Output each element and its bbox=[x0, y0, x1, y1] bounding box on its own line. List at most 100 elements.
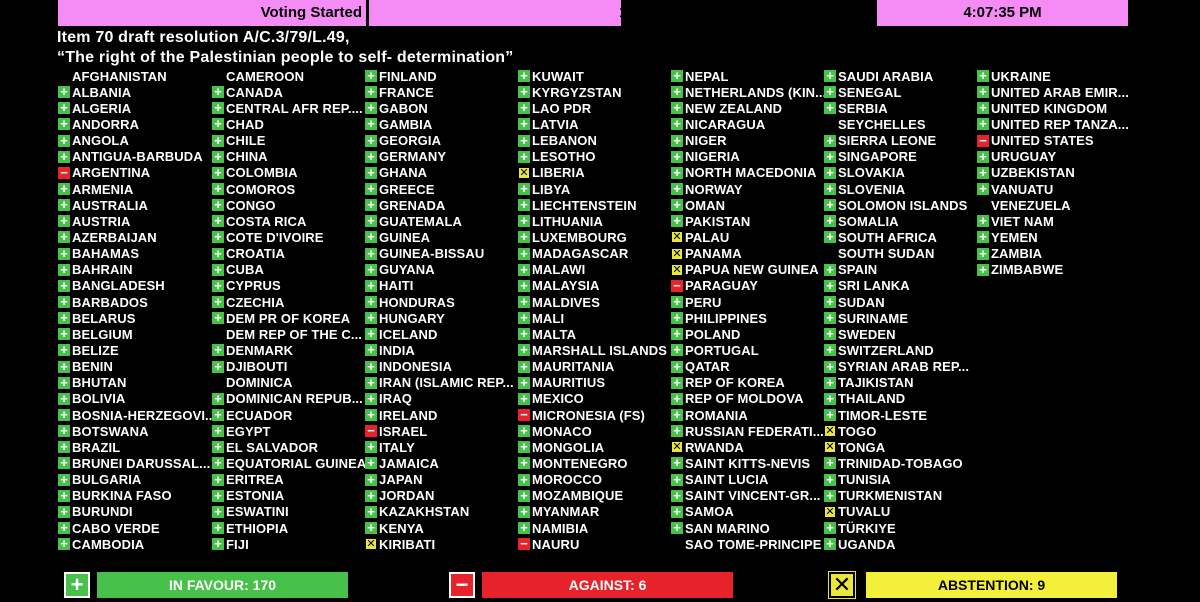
plus-icon: + bbox=[365, 473, 377, 486]
country-name: LIBERIA bbox=[532, 165, 585, 181]
country-name: NIGER bbox=[685, 133, 727, 149]
country-name: CHAD bbox=[226, 116, 264, 132]
country-vote-row: ✕ RWANDA bbox=[671, 439, 831, 455]
plus-icon: + bbox=[824, 295, 836, 309]
country-vote-row: + CUBA bbox=[212, 262, 372, 278]
plus-icon: + bbox=[365, 327, 377, 341]
country-name: MAURITIUS bbox=[532, 375, 606, 391]
country-vote-row: + GRENADA bbox=[365, 197, 525, 213]
vote-date: 11/14/2024 bbox=[369, 0, 693, 26]
country-name: SAINT VINCENT-GR... bbox=[685, 488, 821, 504]
country-name: LESOTHO bbox=[532, 149, 596, 165]
country-name: ZIMBABWE bbox=[991, 262, 1064, 278]
country-vote-row: + SAINT KITTS-NEVIS bbox=[671, 455, 831, 471]
plus-icon: + bbox=[365, 440, 377, 454]
country-vote-row: + SAINT VINCENT-GR... bbox=[671, 488, 831, 504]
country-vote-row: + SIERRA LEONE bbox=[824, 133, 984, 149]
country-vote-row: + PERU bbox=[671, 294, 831, 310]
country-name: TOGO bbox=[838, 423, 877, 439]
country-name: NORWAY bbox=[685, 181, 743, 197]
x-icon: ✕ bbox=[824, 425, 836, 438]
country-column: + NEPAL + NETHERLANDS (KIN... + NEW ZEALAND + N… bbox=[671, 68, 831, 552]
plus-icon: + bbox=[518, 473, 530, 486]
country-vote-row: + CZECHIA bbox=[212, 294, 372, 310]
country-vote-row: + DENMARK bbox=[212, 342, 372, 358]
plus-icon: + bbox=[58, 473, 70, 486]
plus-icon: + bbox=[518, 263, 530, 276]
country-name: MICRONESIA (FS) bbox=[532, 407, 645, 423]
country-name: ROMANIA bbox=[685, 407, 748, 423]
vote-totals-bar: + IN FAVOUR: 170 − AGAINST: 6 ✕ ABSTENTI… bbox=[0, 571, 1200, 599]
country-vote-row: + QATAR bbox=[671, 359, 831, 375]
plus-icon: + bbox=[58, 521, 70, 534]
country-vote-row: + NAMIBIA bbox=[518, 520, 678, 536]
plus-icon: + bbox=[212, 230, 224, 244]
country-name: ARMENIA bbox=[72, 181, 134, 197]
country-vote-row: + AUSTRALIA bbox=[58, 197, 218, 213]
plus-icon: + bbox=[212, 424, 224, 438]
country-name: MONTENEGRO bbox=[532, 455, 628, 471]
country-name: GEORGIA bbox=[379, 133, 442, 149]
plus-icon: + bbox=[365, 392, 377, 405]
country-vote-row: + BELARUS bbox=[58, 310, 218, 326]
country-name: QATAR bbox=[685, 359, 730, 375]
country-vote-row: + GUATEMALA bbox=[365, 213, 525, 229]
country-vote-row: + MYANMAR bbox=[518, 504, 678, 520]
no-vote-placeholder bbox=[212, 70, 224, 82]
resolution-title: Item 70 draft resolution A/C.3/79/L.49, bbox=[57, 29, 350, 46]
no-vote-placeholder bbox=[58, 70, 70, 82]
country-vote-row: + GABON bbox=[365, 100, 525, 116]
country-name: NAMIBIA bbox=[532, 520, 589, 536]
plus-icon: + bbox=[212, 182, 224, 196]
country-vote-row: + CENTRAL AFR REP.... bbox=[212, 100, 372, 116]
plus-icon: + bbox=[518, 505, 530, 518]
country-name: BOLIVIA bbox=[72, 391, 126, 407]
plus-icon: + bbox=[824, 392, 836, 405]
country-name: SENEGAL bbox=[838, 84, 902, 100]
country-name: DEM PR OF KOREA bbox=[226, 310, 351, 326]
plus-icon: + bbox=[671, 311, 683, 325]
country-name: KYRGYZSTAN bbox=[532, 84, 622, 100]
country-vote-row: − ARGENTINA bbox=[58, 165, 218, 181]
plus-icon: + bbox=[58, 263, 70, 276]
country-vote-row: + NORWAY bbox=[671, 181, 831, 197]
plus-icon: + bbox=[58, 101, 70, 115]
plus-icon: + bbox=[365, 69, 377, 83]
country-name: LIBYA bbox=[532, 181, 571, 197]
plus-icon: + bbox=[212, 408, 224, 422]
country-vote-row: + UZBEKISTAN bbox=[977, 165, 1137, 181]
country-vote-row: + ALBANIA bbox=[58, 84, 218, 100]
country-vote-row: DOMINICA bbox=[212, 375, 372, 391]
country-vote-row: + ALGERIA bbox=[58, 100, 218, 116]
plus-icon: + bbox=[518, 521, 530, 534]
plus-icon: + bbox=[671, 392, 683, 405]
country-vote-row: + JAMAICA bbox=[365, 455, 525, 471]
plus-icon: + bbox=[977, 214, 989, 228]
country-name: MONGOLIA bbox=[532, 439, 605, 455]
country-name: MALI bbox=[532, 310, 565, 326]
country-vote-row: + PHILIPPINES bbox=[671, 310, 831, 326]
country-name: JAPAN bbox=[379, 472, 423, 488]
country-vote-row: + ECUADOR bbox=[212, 407, 372, 423]
country-vote-row: + NEPAL bbox=[671, 68, 831, 84]
country-vote-row: + NIGERIA bbox=[671, 149, 831, 165]
plus-icon: + bbox=[824, 214, 836, 228]
country-vote-row: + MALAWI bbox=[518, 262, 678, 278]
country-vote-row: + INDIA bbox=[365, 342, 525, 358]
plus-icon: + bbox=[212, 134, 224, 147]
country-vote-row: + SAINT LUCIA bbox=[671, 472, 831, 488]
country-name: KAZAKHSTAN bbox=[379, 504, 470, 520]
plus-icon: + bbox=[824, 376, 836, 389]
country-name: BELIZE bbox=[72, 342, 119, 358]
plus-icon: + bbox=[212, 343, 224, 357]
plus-icon: + bbox=[518, 424, 530, 438]
no-vote-placeholder bbox=[977, 199, 989, 211]
country-vote-row: + HONDURAS bbox=[365, 294, 525, 310]
country-name: PAPUA NEW GUINEA bbox=[685, 262, 819, 278]
country-name: LUXEMBOURG bbox=[532, 229, 627, 245]
country-name: ESTONIA bbox=[226, 488, 285, 504]
country-vote-row: + JAPAN bbox=[365, 472, 525, 488]
country-name: BRAZIL bbox=[72, 439, 121, 455]
country-vote-row: + CABO VERDE bbox=[58, 520, 218, 536]
no-vote-placeholder bbox=[824, 118, 836, 130]
